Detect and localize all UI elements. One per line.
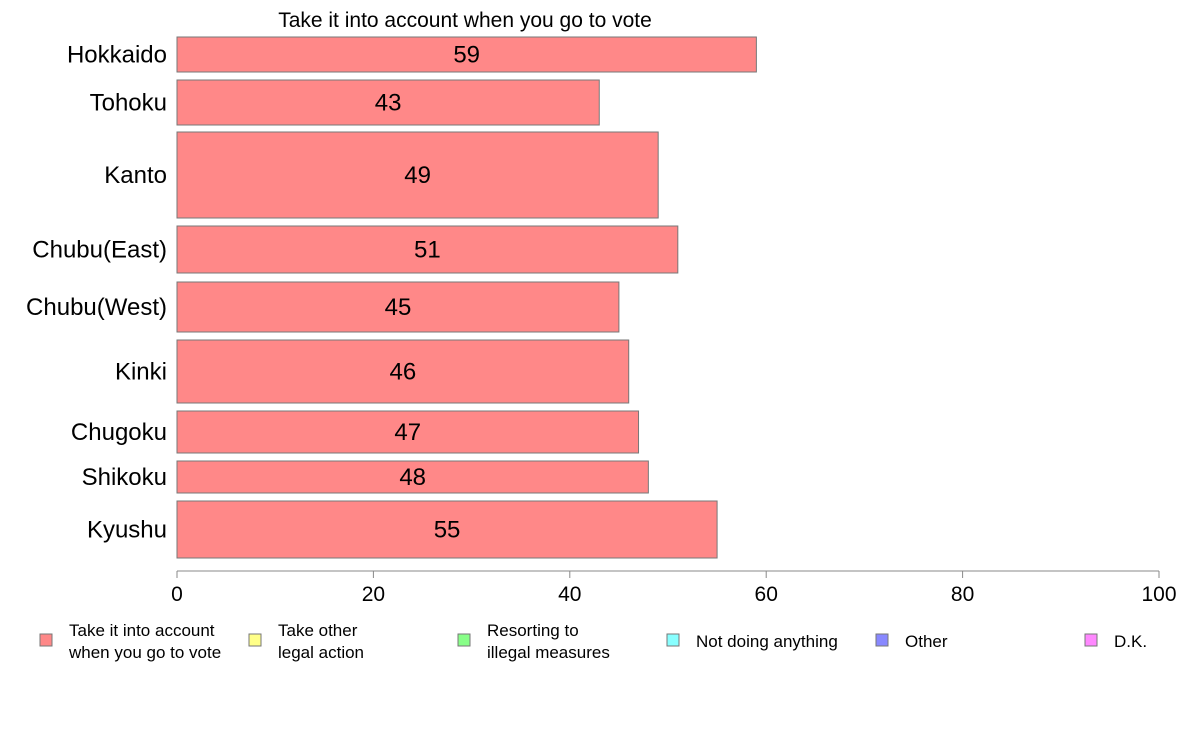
category-label-tohoku: Tohoku <box>90 90 167 117</box>
legend-label-2: Take other legal action <box>278 621 364 662</box>
legend-swatch-3 <box>457 633 471 647</box>
bar-tohoku <box>176 79 600 126</box>
bars-layer: 59 Hokkaido 43 Tohoku 49 Kanto 51 Chubu(East) 45… <box>26 36 757 559</box>
category-label-shikoku: Shikoku <box>82 464 167 491</box>
legend-label-3: Resorting to illegal measures <box>487 621 610 662</box>
legend-swatch-6 <box>1084 633 1098 647</box>
legend-swatch-4 <box>666 633 680 647</box>
x-tick-label-40: 40 <box>558 583 581 606</box>
data-label-kinki: 46 <box>390 359 417 386</box>
bar-kanto <box>176 131 659 219</box>
x-tick-label-80: 80 <box>951 583 974 606</box>
legend: Take it into account when you go to vote T… <box>39 621 1147 662</box>
data-label-tohoku: 43 <box>375 90 402 117</box>
x-tick-label-60: 60 <box>755 583 778 606</box>
legend-swatch-1 <box>39 633 53 647</box>
x-tick-label-20: 20 <box>362 583 385 606</box>
legend-label-5: Other <box>905 632 948 651</box>
bar-chugoku <box>176 410 640 454</box>
category-label-kyushu: Kyushu <box>87 517 167 544</box>
legend-label-4: Not doing anything <box>696 632 838 651</box>
data-label-chubu-east: 51 <box>414 237 441 264</box>
legend-label-1: Take it into account when you go to vote <box>68 621 221 662</box>
category-label-chubu-east: Chubu(East) <box>32 237 167 264</box>
chart-title: Take it into account when you go to vote <box>278 9 652 32</box>
bar-hokkaido <box>176 36 757 73</box>
bar-chubu-west <box>176 281 620 333</box>
data-label-hokkaido: 59 <box>453 42 480 69</box>
category-label-chubu-west: Chubu(West) <box>26 294 167 321</box>
data-label-chubu-west: 45 <box>385 294 412 321</box>
category-label-kinki: Kinki <box>115 359 167 386</box>
bar-shikoku <box>176 460 649 494</box>
legend-swatch-2 <box>248 633 262 647</box>
data-label-chugoku: 47 <box>394 419 421 446</box>
bar-chubu-east <box>176 225 679 274</box>
legend-label-6: D.K. <box>1114 632 1147 651</box>
category-label-chugoku: Chugoku <box>71 419 167 446</box>
x-axis: 0 20 40 60 80 100 <box>171 570 1177 606</box>
category-label-hokkaido: Hokkaido <box>67 42 167 69</box>
x-tick-label-0: 0 <box>171 583 183 606</box>
data-label-shikoku: 48 <box>399 464 426 491</box>
data-label-kyushu: 55 <box>434 517 461 544</box>
x-tick-label-100: 100 <box>1141 583 1176 606</box>
bar-kyushu <box>176 500 718 559</box>
bar-kinki <box>176 339 630 404</box>
category-label-kanto: Kanto <box>104 162 167 189</box>
data-label-kanto: 49 <box>404 162 431 189</box>
legend-swatch-5 <box>875 633 889 647</box>
